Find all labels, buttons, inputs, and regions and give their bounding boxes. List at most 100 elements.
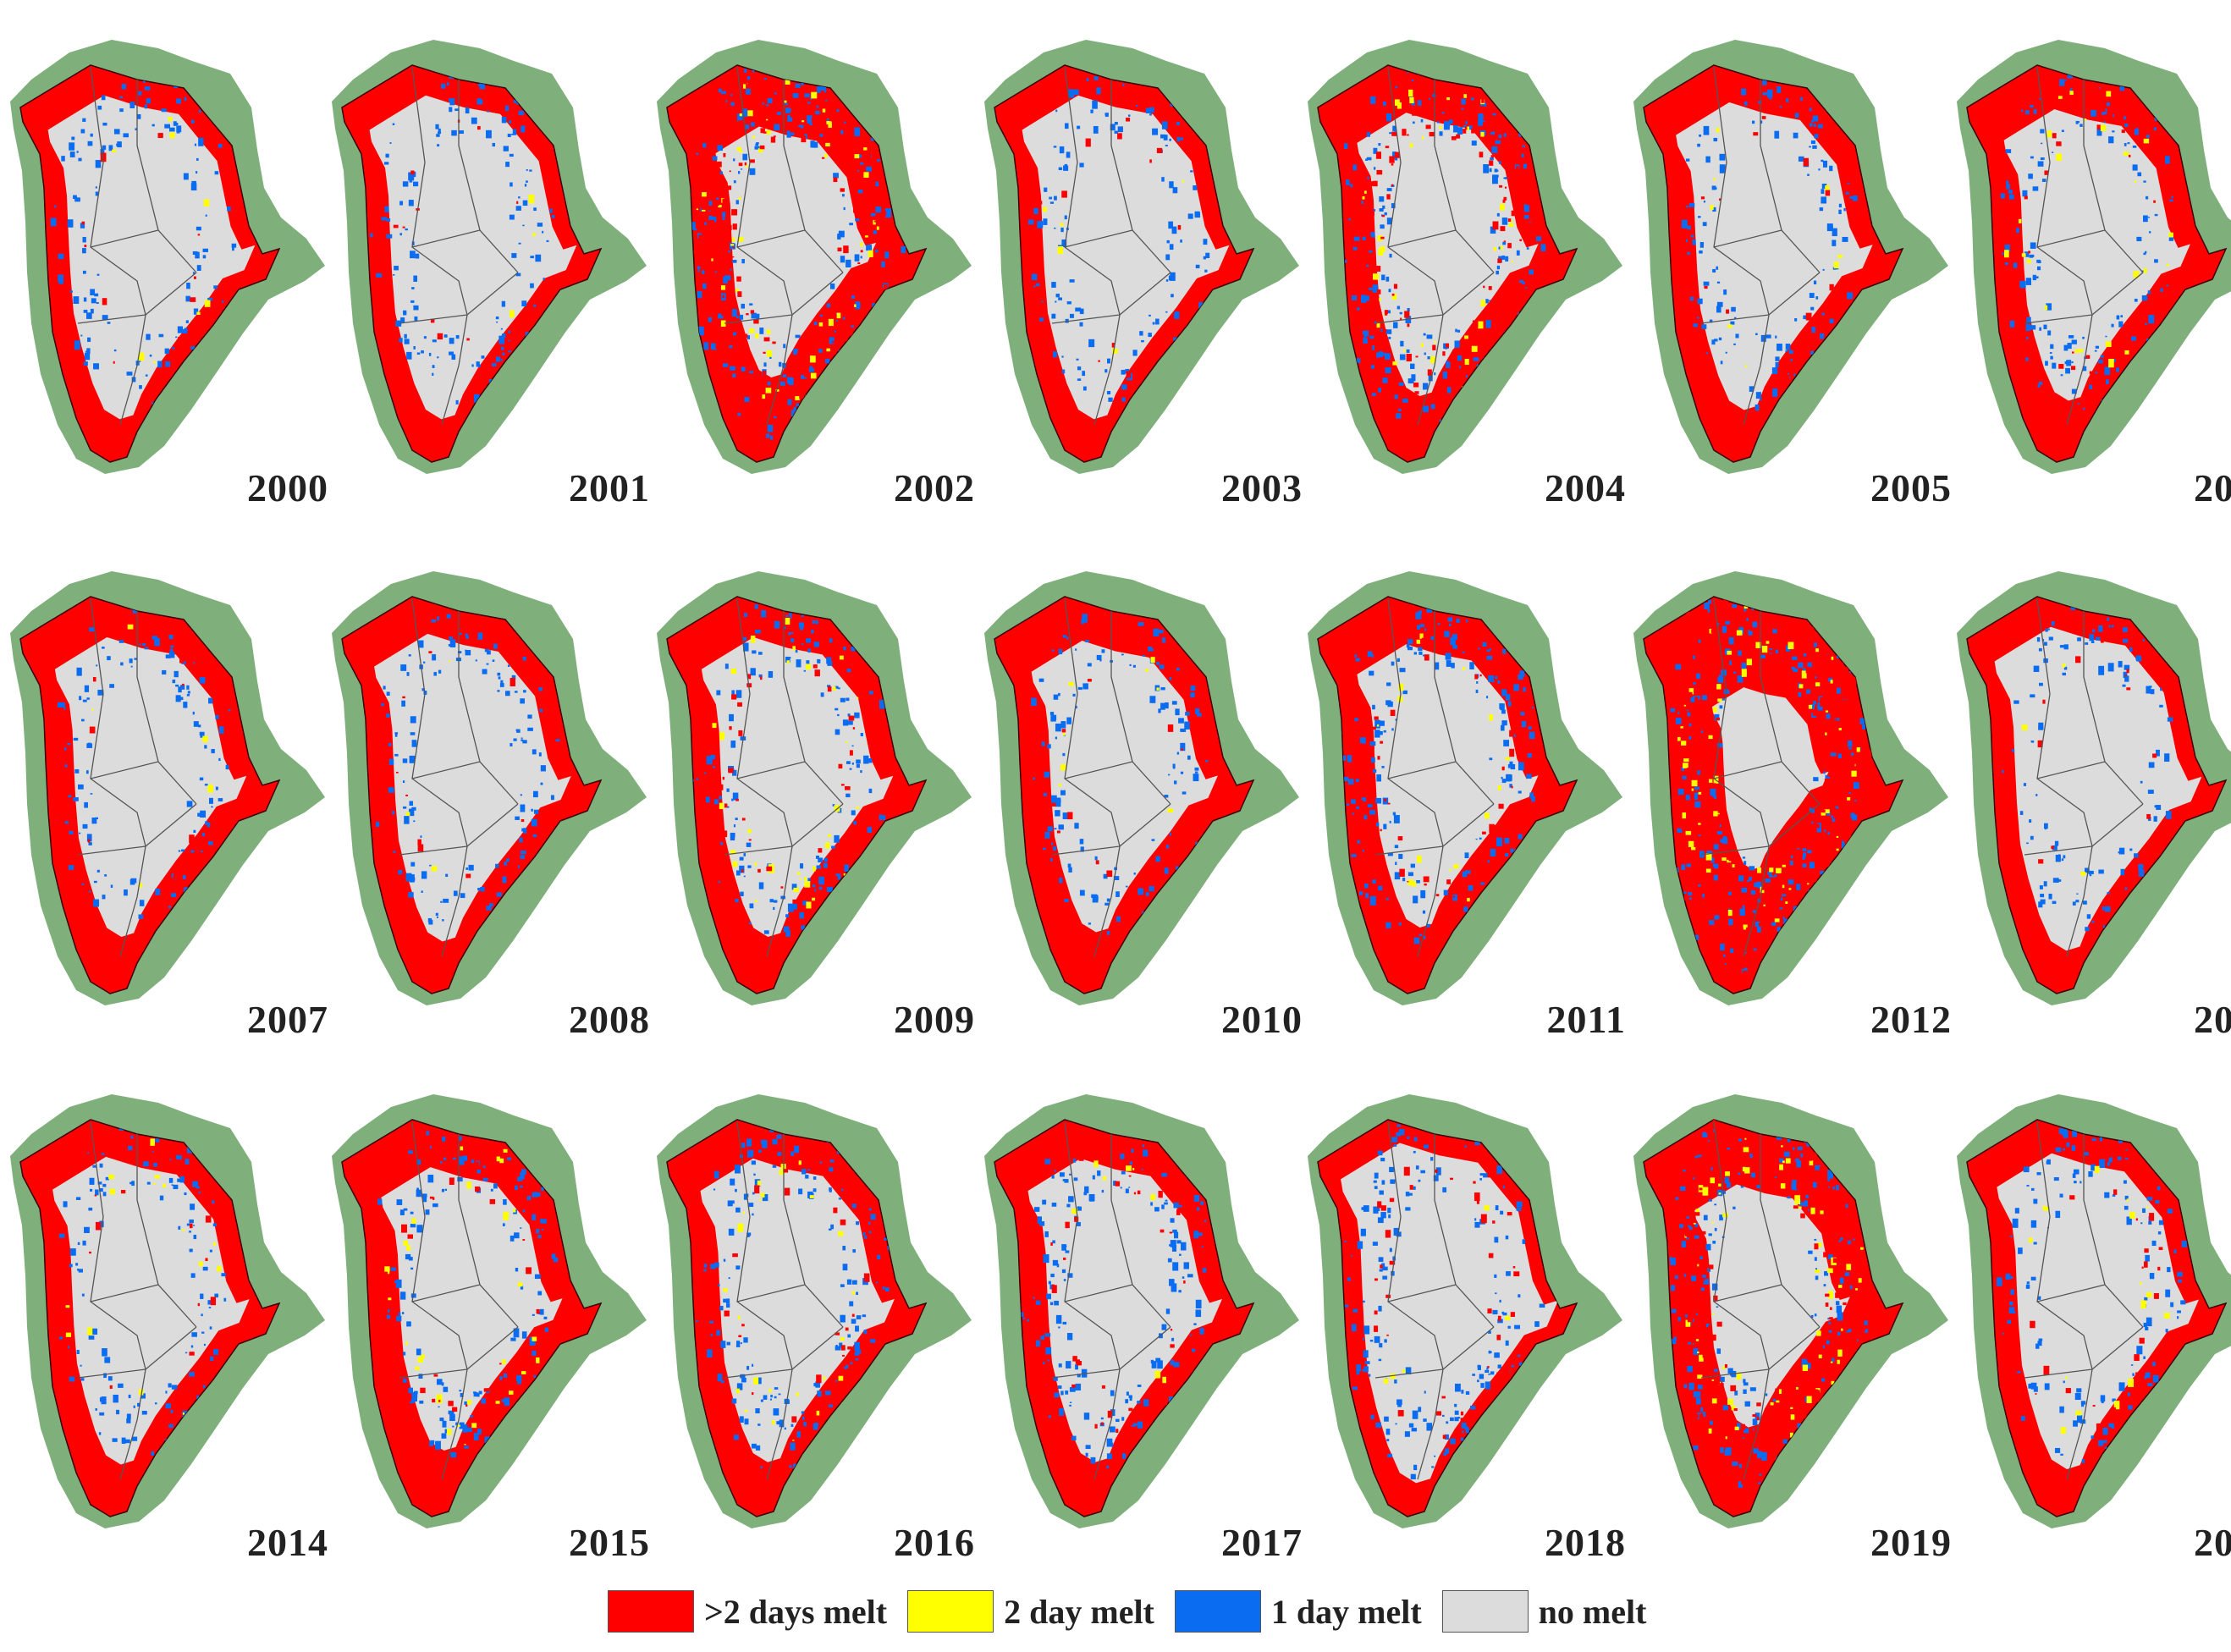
year-label: 2014 — [247, 1521, 328, 1564]
year-label: 2003 — [1221, 466, 1303, 509]
drainage-basin-lines — [77, 67, 197, 426]
greenland-map-2001 — [332, 40, 647, 474]
drainage-basin-lines — [1700, 598, 1821, 957]
no-melt-interior — [1031, 641, 1218, 933]
melt-map-2010: 2010 — [984, 559, 1303, 1083]
drainage-basin-lines — [1374, 1121, 1495, 1480]
melt-map-2012: 2012 — [1633, 559, 1952, 1083]
melt-map-2015: 2015 — [332, 1082, 650, 1606]
no-melt-interior — [369, 95, 577, 420]
melt-map-2001: 2001 — [332, 27, 650, 552]
drainage-basin-lines — [77, 1121, 197, 1480]
no-melt-interior — [1694, 1184, 1850, 1428]
greenland-map-2011 — [1308, 571, 1622, 1005]
greenland-map-2020 — [1957, 1094, 2231, 1528]
drainage-basin-lines — [1700, 67, 1821, 426]
year-label: 2009 — [894, 998, 975, 1041]
drainage-basin-lines — [399, 598, 519, 957]
melt-map-2013: 2013 — [1957, 559, 2231, 1083]
melt-map-2007: 2007 — [10, 559, 328, 1083]
year-label: 2013 — [2194, 998, 2231, 1041]
greenland-map-2006 — [1957, 40, 2231, 474]
drainage-basin-lines — [2024, 67, 2144, 426]
greenland-map-2014 — [10, 1094, 325, 1528]
melt-map-2018: 2018 — [1308, 1082, 1626, 1606]
melt-map-2006: 2006 — [1957, 27, 2231, 552]
legend-item-heavy: >2 days melt — [608, 1590, 897, 1633]
melt-map-2014: 2014 — [10, 1082, 328, 1606]
greenland-map-2019 — [1633, 1094, 1948, 1528]
melt-map-2008: 2008 — [332, 559, 650, 1083]
melt-map-2016: 2016 — [657, 1082, 975, 1606]
greenland-map-2000 — [10, 40, 325, 474]
drainage-basin-lines — [1051, 1121, 1171, 1480]
year-label: 2008 — [569, 998, 650, 1041]
no-melt-interior — [54, 636, 247, 937]
melt-map-2017: 2017 — [984, 1082, 1303, 1606]
melt-map-2005: 2005 — [1633, 27, 1952, 552]
legend-swatch-heavy — [608, 1590, 694, 1633]
year-label: 2018 — [1545, 1521, 1626, 1564]
greenland-map-2007 — [10, 571, 325, 1005]
year-label: 2005 — [1870, 466, 1952, 509]
legend-swatch-one — [1174, 1590, 1261, 1633]
greenland-map-2003 — [984, 40, 1299, 474]
drainage-basin-lines — [724, 67, 844, 426]
year-label: 2004 — [1545, 466, 1626, 509]
melt-map-2000: 2000 — [10, 27, 328, 552]
drainage-basin-lines — [1374, 598, 1495, 957]
drainage-basin-lines — [724, 1121, 844, 1480]
greenland-map-2008 — [332, 571, 647, 1005]
no-melt-interior — [52, 1156, 250, 1465]
no-melt-interior — [1994, 626, 2202, 951]
legend: >2 days melt 2 day melt 1 day melt no me… — [608, 1586, 1666, 1637]
drainage-basin-lines — [724, 598, 844, 957]
greenland-map-2005 — [1633, 40, 1948, 474]
greenland-map-2013 — [1957, 571, 2231, 1005]
no-melt-interior — [701, 636, 894, 937]
legend-item-two: 2 day melt — [907, 1590, 1165, 1633]
drainage-basin-lines — [399, 1121, 519, 1480]
melt-map-2011: 2011 — [1308, 559, 1626, 1083]
no-melt-interior — [1022, 95, 1230, 420]
year-label: 2015 — [569, 1521, 650, 1564]
drainage-basin-lines — [1374, 67, 1495, 426]
drainage-basin-lines — [1051, 598, 1171, 957]
greenland-map-2012 — [1633, 571, 1948, 1005]
greenland-map-2009 — [657, 571, 972, 1005]
year-label: 2012 — [1870, 998, 1952, 1041]
legend-label-two: 2 day melt — [1004, 1592, 1154, 1631]
no-melt-interior — [1711, 687, 1829, 870]
drainage-basin-lines — [1700, 1121, 1821, 1480]
greenland-map-2002 — [657, 40, 972, 474]
drainage-basin-lines — [1051, 67, 1171, 426]
melt-map-2004: 2004 — [1308, 27, 1626, 552]
drainage-basin-lines — [77, 598, 197, 957]
year-label: 2002 — [894, 466, 975, 509]
legend-label-none: no melt — [1538, 1592, 1647, 1631]
year-label: 2006 — [2194, 466, 2231, 509]
drainage-basin-lines — [2024, 1121, 2144, 1480]
legend-item-one: 1 day melt — [1174, 1590, 1432, 1633]
melt-map-2002: 2002 — [657, 27, 975, 552]
no-melt-interior — [374, 633, 571, 942]
no-melt-interior — [47, 95, 256, 420]
legend-swatch-none — [1441, 1590, 1529, 1633]
greenland-map-2016 — [657, 1094, 972, 1528]
year-label: 2017 — [1221, 1521, 1303, 1564]
greenland-map-2017 — [984, 1094, 1299, 1528]
year-label: 2016 — [894, 1521, 975, 1564]
year-label: 2019 — [1870, 1521, 1952, 1564]
melt-map-2009: 2009 — [657, 559, 975, 1083]
year-label: 2000 — [247, 466, 328, 509]
legend-label-one: 1 day melt — [1270, 1592, 1422, 1631]
greenland-map-2018 — [1308, 1094, 1622, 1528]
melt-map-2019: 2019 — [1633, 1082, 1952, 1606]
year-label: 2001 — [569, 466, 650, 509]
drainage-basin-lines — [2024, 598, 2144, 957]
greenland-map-2004 — [1308, 40, 1622, 474]
legend-item-none: no melt — [1441, 1590, 1657, 1633]
